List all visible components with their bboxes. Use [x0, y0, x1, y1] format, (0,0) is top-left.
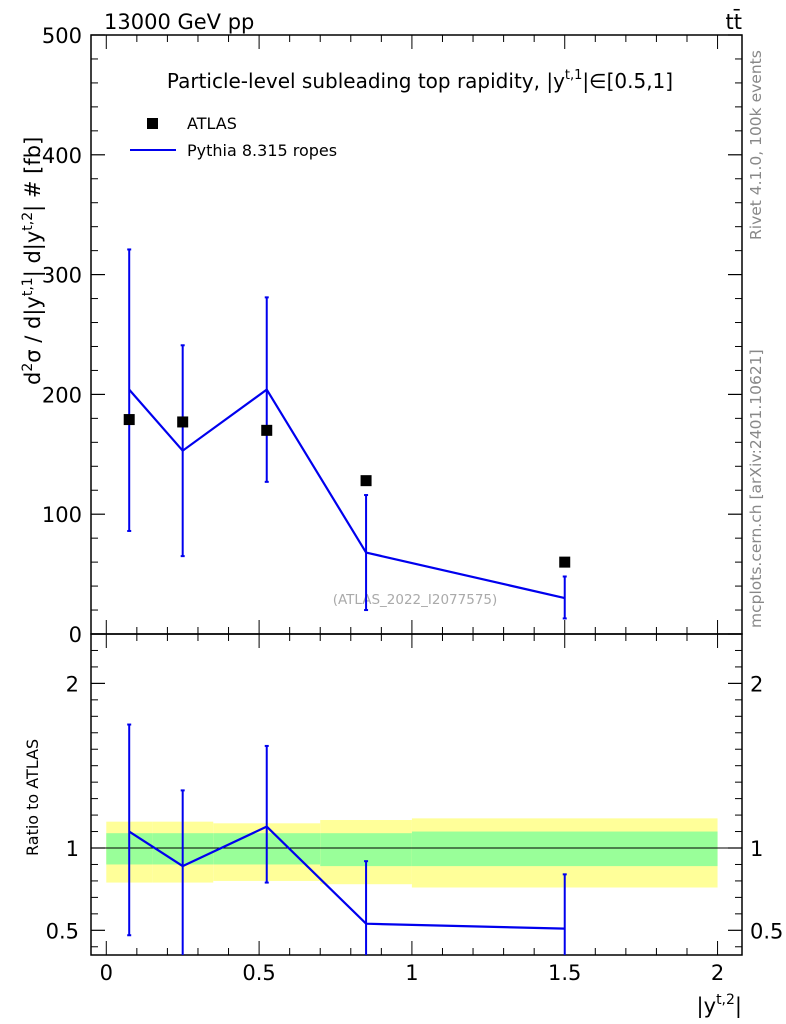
- mc-series-line: [128, 388, 565, 600]
- ratio-series-line: [128, 825, 565, 930]
- ratio-axis-ticks: 0 0.5 1 1.5 2 0.5 0.5 1 1 2 2: [46, 634, 783, 985]
- y-tick-label: 100: [42, 503, 82, 527]
- ratio-y-axis-label: Ratio to ATLAS: [23, 739, 42, 856]
- x-tick-label: 0.5: [242, 961, 275, 985]
- y-tick-label: 0: [69, 623, 82, 647]
- ratio-plot-frame: [90, 633, 743, 956]
- legend-atlas-label: ATLAS: [187, 114, 237, 133]
- x-tick-label: 0: [100, 961, 113, 985]
- y-tick-label: 400: [42, 144, 82, 168]
- x-tick-label: 2: [711, 961, 724, 985]
- chart-title: Particle-level subleading top rapidity, …: [167, 68, 673, 93]
- mcplots-label: mcplots.cern.ch [arXiv:2401.10621]: [747, 349, 765, 628]
- legend-mc-label: Pythia 8.315 ropes: [187, 141, 337, 160]
- ratio-y-tick-label-right: 0.5: [750, 919, 783, 943]
- header-right: tt̄: [726, 9, 742, 34]
- atlas-data-point: [123, 414, 135, 426]
- analysis-watermark: (ATLAS_2022_I2077575): [333, 592, 498, 608]
- ratio-y-tick-label: 2: [66, 672, 79, 696]
- x-axis-label: |yt,2|: [697, 992, 742, 1019]
- header-left: 13000 GeV pp: [104, 10, 254, 34]
- ratio-y-tick-label: 0.5: [46, 919, 79, 943]
- atlas-data-point: [261, 424, 273, 436]
- y-tick-label: 500: [42, 24, 82, 48]
- x-tick-label: 1: [405, 961, 418, 985]
- ratio-bands: [91, 818, 742, 888]
- ratio-marks: [127, 723, 567, 955]
- ratio-y-tick-label: 1: [66, 837, 79, 861]
- legend-atlas-marker: [147, 118, 158, 129]
- y-tick-label: 300: [42, 264, 82, 288]
- atlas-data-point: [559, 556, 571, 568]
- main-marks: [123, 248, 571, 620]
- x-tick-label: 1.5: [548, 961, 581, 985]
- ratio-band-inner: [411, 831, 718, 867]
- atlas-data-point: [177, 416, 189, 428]
- ratio-y-tick-label-right: 2: [750, 672, 763, 696]
- main-y-axis-label: d2σ / d|yt,1| d|yt,2| # [fb]: [20, 137, 46, 385]
- y-tick-label: 200: [42, 383, 82, 407]
- ratio-y-tick-label-right: 1: [750, 837, 763, 861]
- main-axis-ticks: 0 100 200 300 400 500: [42, 24, 742, 647]
- atlas-data-point: [360, 475, 372, 487]
- rivet-label: Rivet 4.1.0, 100k events: [747, 50, 765, 240]
